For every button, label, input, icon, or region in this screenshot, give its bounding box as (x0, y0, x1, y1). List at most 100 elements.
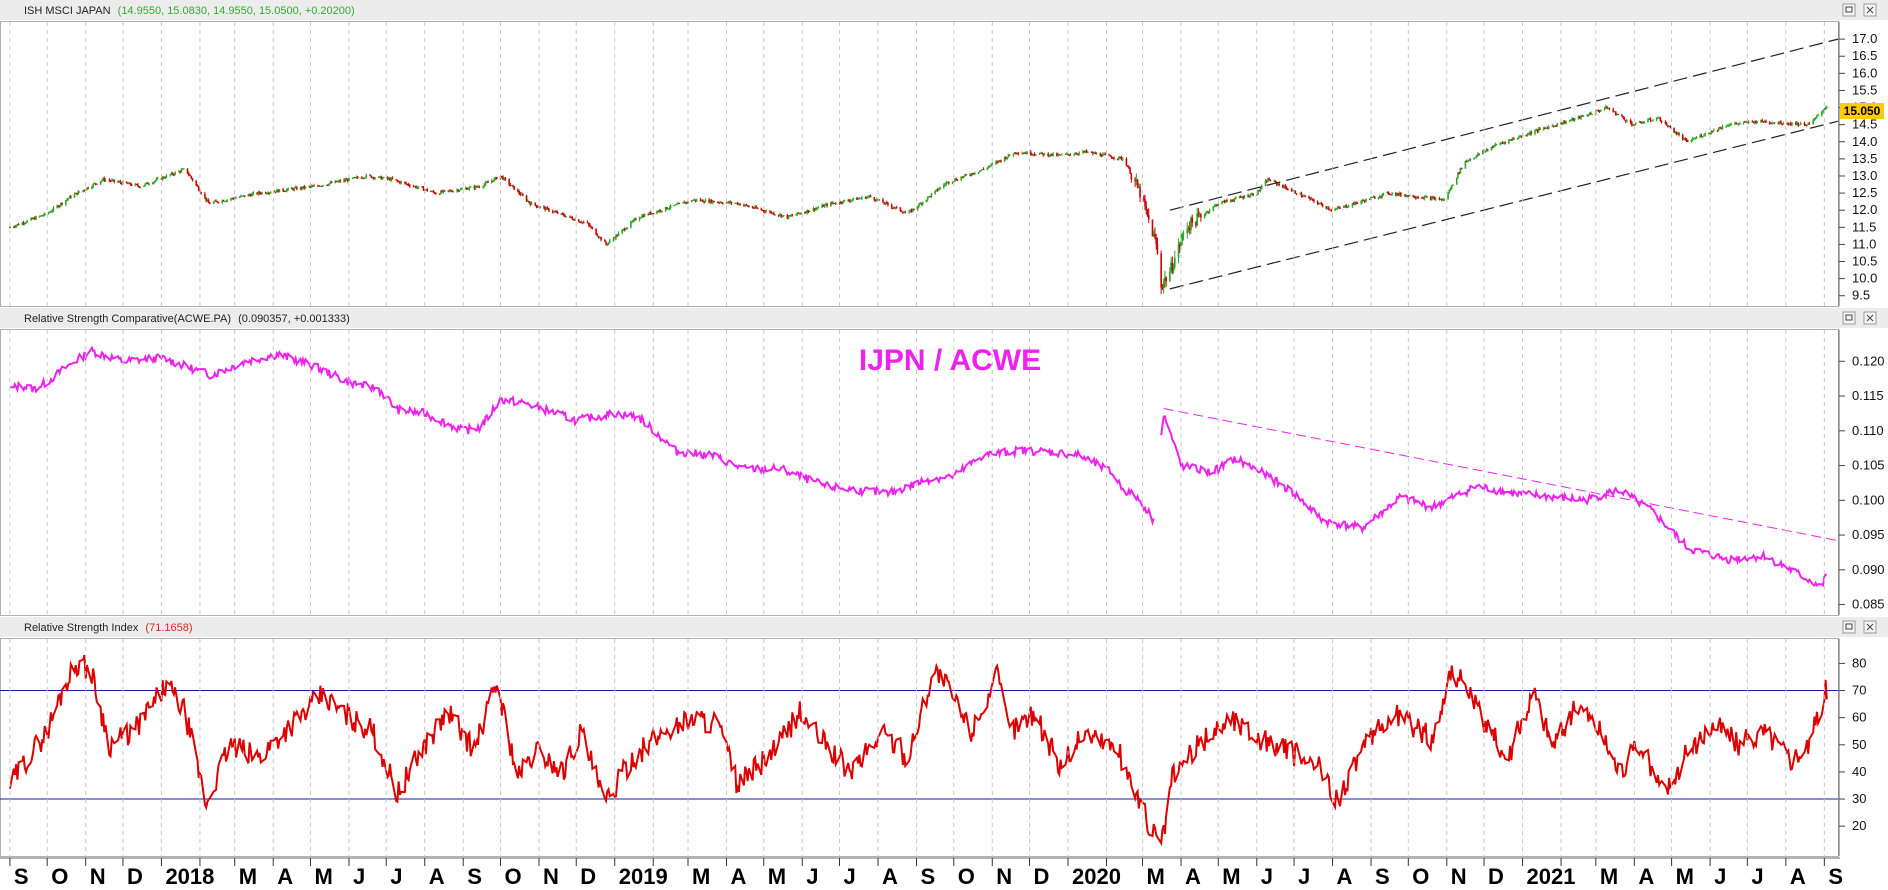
candle-body (787, 215, 790, 219)
y-tick-label: 16.0 (1852, 65, 1877, 80)
candle-body (661, 210, 663, 212)
last-price-value: 15.050 (1844, 104, 1881, 118)
candle-body (1207, 211, 1210, 213)
candle-body (451, 191, 453, 193)
candle-body (764, 211, 766, 213)
x-tick-label: S (921, 864, 936, 889)
candle-body (1180, 240, 1182, 247)
candle-body (1439, 198, 1442, 200)
rsc-pane-maximize-button[interactable] (1842, 311, 1856, 325)
candle-body (1501, 142, 1504, 144)
candle-body (179, 171, 181, 173)
candle-body (1388, 193, 1391, 195)
candle-body (1511, 138, 1514, 140)
candle-body (1713, 129, 1715, 132)
candle-body (952, 181, 955, 183)
x-tick-label: J (390, 864, 402, 889)
candle-body (692, 199, 694, 201)
candle-body (1326, 207, 1329, 209)
candle-body (805, 212, 807, 214)
candle-body (1746, 121, 1749, 123)
candle-body (900, 211, 903, 213)
candle-body (1443, 199, 1446, 201)
candle-body (1422, 197, 1425, 199)
candle-body (1217, 203, 1220, 206)
candle-body (590, 226, 592, 228)
candle-body (911, 208, 914, 212)
candle-body (1588, 113, 1591, 116)
candle-body (831, 202, 833, 204)
candle-body (816, 207, 818, 209)
candle-body (196, 185, 199, 187)
candle-body (623, 228, 626, 231)
candle-body (1782, 123, 1785, 125)
candle-body (252, 192, 255, 194)
candle-body (300, 187, 303, 189)
y-tick-label: 0.120 (1852, 353, 1885, 368)
candle-body (183, 168, 185, 170)
candle-body (160, 178, 163, 180)
candle-body (667, 208, 669, 210)
rsi-pane-maximize-button[interactable] (1842, 620, 1856, 634)
candle-body (842, 200, 845, 203)
candle-body (1563, 121, 1566, 124)
candle-body (674, 204, 677, 206)
candle-body (482, 186, 484, 188)
price-pane-maximize-button[interactable] (1842, 3, 1856, 17)
candle-body (656, 211, 658, 214)
candle-body (756, 208, 759, 210)
rsc-annotation-label: IJPN / ACWE (859, 344, 1041, 377)
candle-body (1812, 120, 1814, 124)
candle-body (1604, 106, 1607, 109)
candle-body (163, 176, 165, 178)
candle-body (17, 224, 20, 226)
candle-body (833, 203, 836, 205)
candle-body (373, 177, 375, 179)
candle-body (478, 186, 481, 188)
candle-body (1299, 193, 1302, 195)
candle-body (41, 215, 44, 217)
candle-body (134, 184, 137, 186)
candle-body (1438, 198, 1441, 200)
candle-body (1674, 132, 1677, 134)
candle-body (1622, 116, 1624, 119)
candle-body (1138, 186, 1140, 188)
candle-body (1796, 122, 1798, 125)
candle-body (486, 182, 488, 184)
candle-body (786, 215, 789, 219)
candle-body (178, 171, 180, 173)
candle-body (1814, 117, 1817, 119)
rsc-pane-close-button[interactable] (1863, 311, 1877, 325)
candle-body (1380, 196, 1382, 198)
price-pane-close-button[interactable] (1863, 3, 1877, 17)
rsi-pane-close-button[interactable] (1863, 620, 1877, 634)
candle-body (622, 228, 625, 230)
candle-body (564, 215, 566, 217)
candle-body (1387, 192, 1390, 194)
candle-body (990, 164, 992, 166)
candle-body (1181, 233, 1184, 241)
candle-body (1473, 157, 1475, 160)
x-tick-label: S (1375, 864, 1390, 889)
candle-body (777, 214, 780, 216)
candle-body (1351, 203, 1354, 207)
candle-body (971, 173, 974, 175)
candle-body (659, 209, 662, 212)
candle-body (1118, 156, 1120, 159)
candle-body (1025, 152, 1027, 154)
candle-body (1265, 180, 1268, 183)
candle-body (1701, 136, 1704, 138)
candle-body (1336, 207, 1339, 209)
candle-body (1056, 153, 1058, 156)
candle-body (327, 184, 329, 186)
candle-body (1598, 110, 1601, 112)
candle-body (502, 176, 504, 180)
candle-body (1039, 152, 1042, 154)
candle-body (296, 187, 298, 190)
candle-body (822, 205, 825, 207)
candle-body (734, 203, 736, 205)
candle-body (713, 200, 715, 203)
candle-body (608, 240, 611, 243)
candle-body (755, 206, 758, 209)
candle-body (596, 234, 599, 237)
